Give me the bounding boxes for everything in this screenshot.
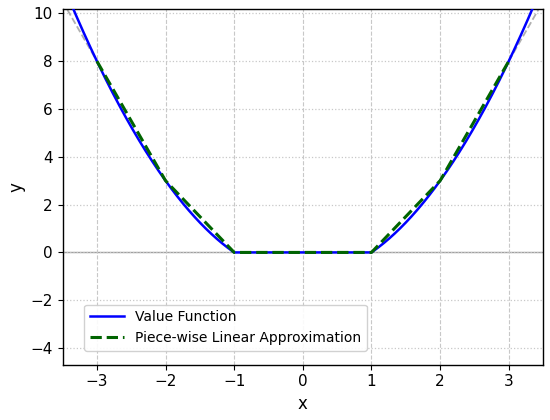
Piece-wise Linear Approximation bbox=[162, 178, 169, 183]
Value Function bbox=[526, 13, 532, 18]
Y-axis label: y: y bbox=[7, 182, 25, 192]
Piece-wise Linear Approximation bbox=[300, 250, 306, 255]
Line: Value Function: Value Function bbox=[63, 0, 543, 252]
Value Function bbox=[231, 250, 238, 255]
Value Function bbox=[293, 250, 300, 255]
Value Function bbox=[438, 177, 444, 182]
X-axis label: x: x bbox=[298, 395, 308, 413]
Value Function bbox=[526, 14, 532, 19]
Piece-wise Linear Approximation bbox=[368, 250, 375, 255]
Piece-wise Linear Approximation bbox=[437, 178, 443, 183]
Value Function bbox=[280, 250, 287, 255]
Piece-wise Linear Approximation bbox=[505, 59, 512, 64]
Value Function bbox=[84, 38, 90, 43]
Piece-wise Linear Approximation bbox=[94, 59, 100, 64]
Line: Piece-wise Linear Approximation: Piece-wise Linear Approximation bbox=[97, 61, 509, 252]
Piece-wise Linear Approximation bbox=[231, 250, 238, 255]
Legend: Value Function, Piece-wise Linear Approximation: Value Function, Piece-wise Linear Approx… bbox=[84, 304, 367, 351]
